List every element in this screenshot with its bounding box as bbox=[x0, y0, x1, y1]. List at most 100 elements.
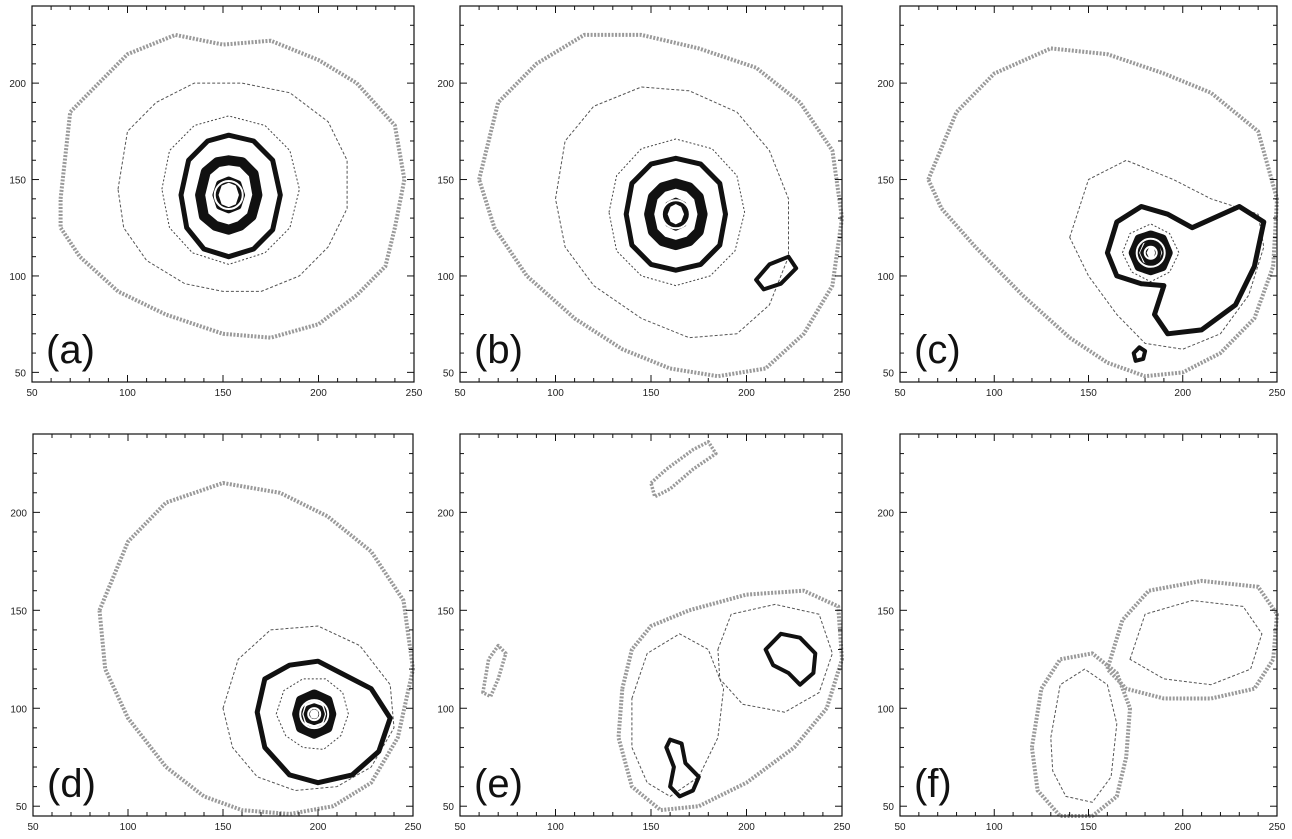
contour-plot: 50 100 150 200 250 50 100 150 200 bbox=[9, 5, 423, 399]
panel-label: (d) bbox=[47, 762, 96, 806]
contour-line-gray-streak bbox=[481, 643, 508, 699]
contour-line-mid-dashed-2 bbox=[717, 603, 833, 713]
panel-label: (a) bbox=[46, 328, 95, 372]
contour-panel: 50 100 150 200 250 50 100 150 200 (f) bbox=[877, 433, 1286, 838]
contour-line-outer-gray-1 bbox=[1029, 651, 1132, 818]
x-tick-label: 50 bbox=[27, 822, 39, 833]
y-tick-label: 100 bbox=[877, 272, 894, 283]
plot-frame bbox=[32, 433, 414, 817]
x-tick-label: 100 bbox=[986, 388, 1003, 399]
x-tick-label: 200 bbox=[1174, 822, 1191, 833]
x-tick-label: 150 bbox=[1080, 388, 1097, 399]
contour-line-core-ring-2 bbox=[661, 197, 691, 231]
peak-ring bbox=[660, 199, 691, 230]
y-tick-label: 200 bbox=[9, 79, 26, 90]
x-tick-label: 200 bbox=[310, 388, 327, 399]
panel-label: (c) bbox=[914, 328, 961, 372]
x-tick-label: 250 bbox=[834, 822, 851, 833]
y-tick-label: 100 bbox=[877, 704, 894, 715]
x-tick-label: 150 bbox=[1080, 822, 1097, 833]
x-tick-label: 250 bbox=[834, 388, 851, 399]
contour-line-outer-gray bbox=[616, 588, 844, 813]
contour-line-inner-dashed bbox=[608, 138, 746, 287]
y-tick-label: 100 bbox=[10, 704, 27, 715]
plot-frame bbox=[899, 433, 1278, 817]
contour-plot: 50 100 150 200 250 50 100 150 200 bbox=[437, 433, 851, 833]
contour-line-mid-dashed bbox=[1069, 159, 1265, 350]
panel-label: (b) bbox=[474, 328, 523, 372]
x-tick-label: 50 bbox=[454, 822, 466, 833]
y-tick-label: 200 bbox=[10, 508, 27, 519]
contour-line-core-ring-1 bbox=[292, 689, 337, 739]
y-tick-label: 150 bbox=[877, 606, 894, 617]
x-tick-label: 250 bbox=[1269, 388, 1286, 399]
contour-line-thick-ring bbox=[178, 132, 283, 260]
y-tick-label: 50 bbox=[15, 368, 27, 379]
peak-ring bbox=[213, 179, 244, 210]
y-tick-label: 150 bbox=[10, 606, 27, 617]
y-tick-label: 200 bbox=[877, 79, 894, 90]
x-tick-label: 200 bbox=[1174, 388, 1191, 399]
peak-ring bbox=[668, 207, 683, 222]
y-tick-label: 200 bbox=[437, 79, 454, 90]
x-tick-label: 100 bbox=[547, 822, 564, 833]
y-tick-label: 100 bbox=[9, 272, 26, 283]
y-tick-label: 50 bbox=[16, 802, 28, 813]
contour-line-thick-ring bbox=[254, 658, 393, 786]
y-tick-label: 50 bbox=[443, 802, 455, 813]
x-tick-label: 150 bbox=[215, 388, 232, 399]
peak-ring bbox=[1135, 237, 1166, 268]
peak-ring bbox=[307, 707, 322, 722]
panel-label: (e) bbox=[474, 762, 523, 806]
contour-line-outer-gray bbox=[58, 32, 407, 340]
x-tick-label: 50 bbox=[454, 388, 466, 399]
contour-panel: 50 100 150 200 250 50 100 150 200 (c) bbox=[877, 5, 1286, 404]
contour-line-core-ring-1 bbox=[1128, 230, 1173, 276]
peak-ring bbox=[1143, 245, 1158, 260]
contour-line-thick-ring bbox=[1104, 204, 1267, 337]
x-tick-label: 100 bbox=[547, 388, 564, 399]
x-tick-label: 50 bbox=[26, 388, 38, 399]
peak-ring bbox=[221, 187, 236, 202]
x-tick-label: 100 bbox=[120, 822, 137, 833]
contour-plot: 50 100 150 200 250 50 100 150 200 bbox=[877, 5, 1286, 399]
contour-line-core-ring-1 bbox=[195, 155, 263, 235]
x-tick-label: 250 bbox=[405, 822, 422, 833]
y-tick-label: 200 bbox=[437, 508, 454, 519]
contour-line-thick-blob bbox=[754, 254, 799, 292]
x-tick-label: 200 bbox=[738, 822, 755, 833]
contour-line-inner-dashed bbox=[1121, 223, 1180, 283]
contour-line-mid-dashed-2 bbox=[1129, 600, 1263, 686]
x-tick-label: 50 bbox=[894, 822, 906, 833]
contour-plot: 50 100 150 200 250 50 100 150 200 bbox=[437, 5, 851, 399]
y-tick-label: 50 bbox=[443, 368, 455, 379]
y-tick-label: 100 bbox=[437, 704, 454, 715]
contour-line-mid-dashed bbox=[631, 633, 725, 797]
contour-line-outer-gray bbox=[97, 481, 415, 816]
contour-panel: 50 100 150 200 250 50 100 150 200 (e) bbox=[437, 433, 851, 838]
contour-plot: 50 100 150 200 250 50 100 150 200 bbox=[877, 433, 1286, 833]
x-tick-label: 150 bbox=[643, 822, 660, 833]
contour-panel: 50 100 150 200 250 50 100 150 200 (a) bbox=[9, 5, 423, 404]
contour-line-thick-blob-2 bbox=[763, 631, 818, 687]
contour-line-mid-dashed bbox=[555, 86, 789, 339]
contour-line-outer-gray bbox=[477, 32, 844, 379]
plot-frame bbox=[899, 5, 1278, 383]
contour-line-thick-ring bbox=[623, 155, 728, 273]
x-tick-label: 250 bbox=[1269, 822, 1286, 833]
y-tick-label: 50 bbox=[883, 368, 895, 379]
y-tick-label: 150 bbox=[437, 606, 454, 617]
panel-label: (f) bbox=[914, 762, 952, 806]
contour-line-mid-dashed bbox=[117, 82, 348, 292]
x-tick-label: 50 bbox=[894, 388, 906, 399]
contour-plot: 50 100 150 200 250 50 100 150 200 bbox=[10, 433, 422, 833]
contour-line-mid-dashed bbox=[222, 625, 395, 791]
x-tick-label: 250 bbox=[406, 388, 423, 399]
contour-line-thick-blob bbox=[1131, 345, 1148, 363]
x-tick-label: 150 bbox=[643, 388, 660, 399]
contour-line-inner-dashed bbox=[275, 678, 349, 750]
contour-line-outer-gray bbox=[926, 46, 1279, 379]
y-tick-label: 150 bbox=[437, 176, 454, 187]
x-tick-label: 150 bbox=[215, 822, 232, 833]
contour-line-core-ring-2 bbox=[1140, 240, 1162, 266]
